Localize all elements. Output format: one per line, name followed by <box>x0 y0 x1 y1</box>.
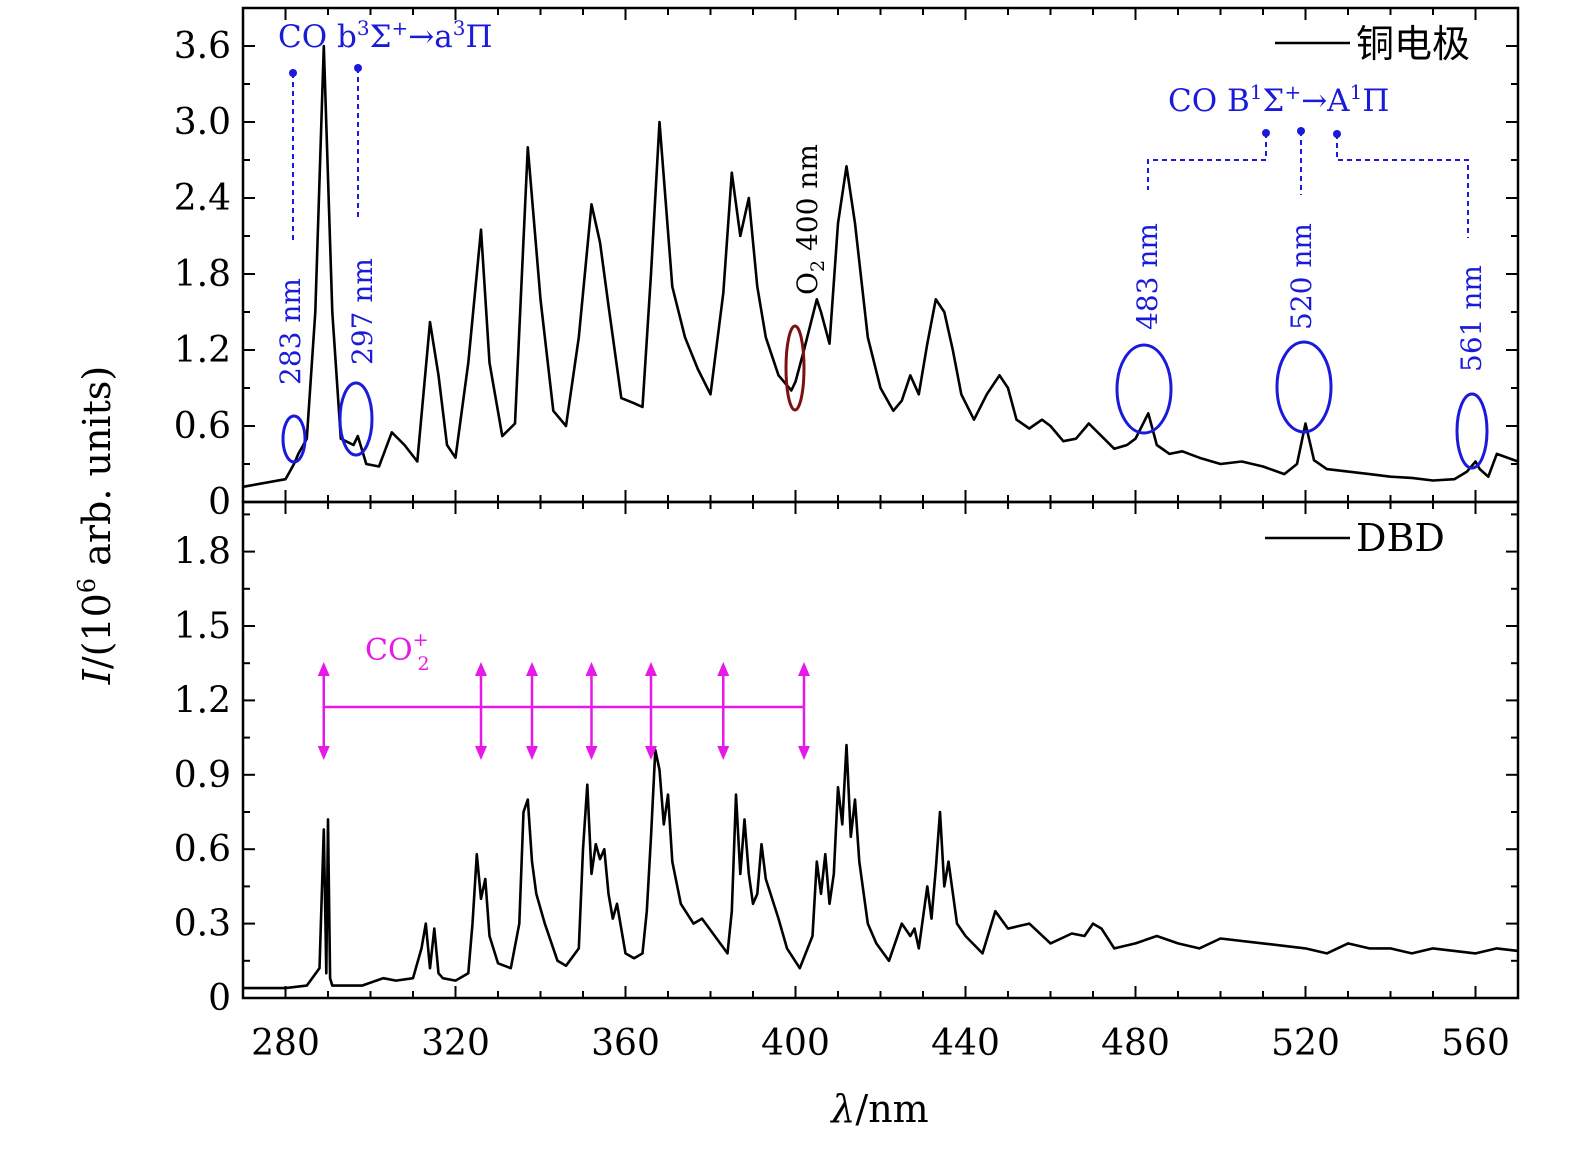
x-tick-label: 560 <box>1441 1023 1510 1064</box>
co-third-label: CO b3Σ+→a3Π <box>278 16 493 55</box>
peak-label-483: 483 nm <box>1131 223 1164 330</box>
co2-arrow-head-up <box>317 662 330 676</box>
legend-top-label: 铜电极 <box>1356 22 1470 66</box>
series-line-copper <box>242 44 1519 489</box>
annotation-o2: O2 400 nm <box>784 144 829 412</box>
annotation-co2-plus: CO+ 2 <box>317 629 810 760</box>
x-tick-label: 440 <box>931 1023 1000 1064</box>
peak-ellipse-283 <box>281 414 307 464</box>
co2-arrow-head-down <box>475 746 487 760</box>
peak-label-520: 520 nm <box>1285 223 1318 330</box>
x-tick-label: 280 <box>251 1023 320 1064</box>
co2-arrow-head-down <box>717 746 730 760</box>
panel-frame-bottom <box>241 500 1520 1000</box>
co2-arrow-head-up <box>645 662 657 676</box>
y-tick-label: 1.8 <box>174 532 231 573</box>
peak-label-561: 561 nm <box>1455 265 1488 372</box>
co2-arrow-head-down <box>798 746 810 760</box>
peak-label-297: 297 nm <box>346 258 379 365</box>
legend-bottom: DBD <box>1265 516 1445 560</box>
co2-arrow-head-down <box>585 746 598 760</box>
y-tick-label: 0 <box>208 978 231 1019</box>
co2-arrow-head-up <box>526 662 538 676</box>
x-axis-label: λ/nm <box>829 1087 928 1131</box>
y-tick-label: 0 <box>208 482 231 523</box>
series-layer <box>242 44 1519 990</box>
co2-arrow-head-down <box>645 746 657 760</box>
co2-arrow-head-up <box>585 662 598 676</box>
y-tick-label: 0.6 <box>174 406 231 447</box>
co2-arrow-head-down <box>317 746 330 760</box>
annotation-co-angstrom: CO B1Σ+→A1Π 483 nm 520 nm 561 nm <box>1115 80 1489 470</box>
dashed-bracket-483 <box>1147 133 1267 190</box>
y-tick-label: 1.2 <box>174 330 231 371</box>
peak-label-283: 283 nm <box>274 278 307 385</box>
y-axis-label: I/(106 arb. units) <box>73 366 119 685</box>
x-tick-label: 520 <box>1271 1023 1340 1064</box>
peak-ellipse-483 <box>1115 343 1173 435</box>
o2-ellipse <box>784 324 806 412</box>
o2-label: O2 400 nm <box>791 144 829 295</box>
x-tick-label: 480 <box>1101 1023 1170 1064</box>
peak-ellipse-297 <box>338 381 374 457</box>
y-tick-label: 1.2 <box>174 680 231 721</box>
peak-ellipse-561 <box>1455 392 1489 470</box>
x-tick-label: 320 <box>421 1023 490 1064</box>
y-tick-label: 0.6 <box>174 829 231 870</box>
axes-layer: 0 0.6 1.2 1.8 2.4 3.0 3.6 0 0.3 0.6 0.9 1.2 1.5 1.8 28… <box>174 7 1519 1064</box>
y-tick-label: 1.8 <box>174 254 231 295</box>
co-angstrom-label: CO B1Σ+→A1Π <box>1168 80 1389 119</box>
annotation-co-third-positive: CO b3Σ+→a3Π 283 nm 297 nm <box>274 16 493 464</box>
co2-arrow-head-up <box>798 662 810 676</box>
y-tick-label: 0.9 <box>174 755 231 796</box>
legend-top: 铜电极 <box>1275 22 1470 66</box>
dashed-bracket-561 <box>1336 134 1469 238</box>
y-tick-label: 1.5 <box>174 606 231 647</box>
co2-arrow-head-up <box>475 662 487 676</box>
x-tick-label: 400 <box>761 1023 830 1064</box>
co2-label: CO+ 2 <box>365 629 430 675</box>
series-line-dbd <box>243 743 1519 990</box>
co2-arrow-head-up <box>717 662 730 676</box>
y-tick-label: 0.3 <box>174 904 231 945</box>
x-tick-label: 360 <box>591 1023 660 1064</box>
y-tick-label: 3.6 <box>174 26 231 67</box>
y-tick-label: 2.4 <box>174 178 231 219</box>
legend-bottom-label: DBD <box>1356 516 1445 560</box>
y-tick-label: 3.0 <box>174 102 231 143</box>
peak-ellipse-520 <box>1275 340 1333 434</box>
co2-arrow-head-down <box>526 746 538 760</box>
